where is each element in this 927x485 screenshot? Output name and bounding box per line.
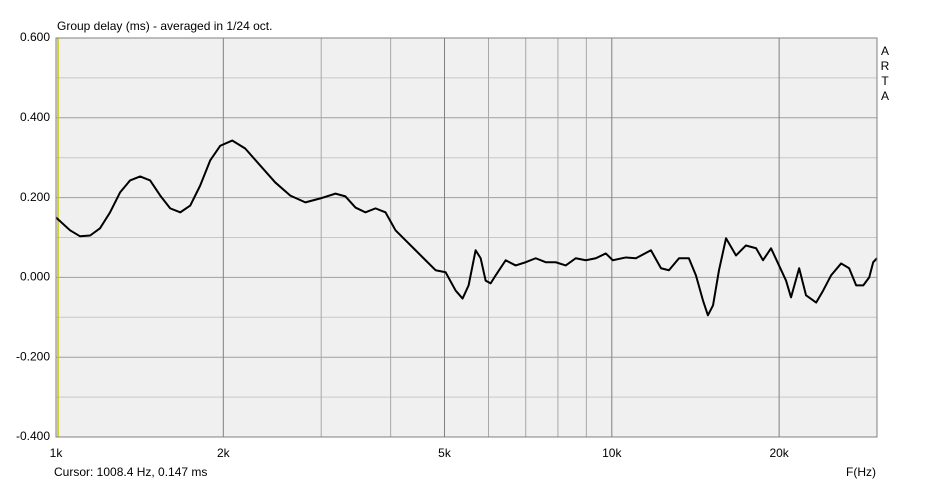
chart-title: Group delay (ms) - averaged in 1/24 oct. (57, 19, 272, 33)
y-tick-label: -0.200 (16, 349, 50, 363)
y-tick-label: 0.200 (20, 190, 50, 204)
x-tick-label: 20k (769, 446, 789, 460)
y-tick-label: 0.600 (20, 30, 50, 44)
x-tick-label: 2k (217, 446, 231, 460)
cursor-readout: Cursor: 1008.4 Hz, 0.147 ms (54, 465, 207, 479)
x-tick-label: 10k (602, 446, 622, 460)
side-label: ARTA (878, 44, 892, 104)
y-tick-label: -0.400 (16, 429, 50, 443)
y-tick-label: 0.000 (20, 270, 50, 284)
x-tick-label: 5k (438, 446, 452, 460)
x-tick-label: 1k (50, 446, 64, 460)
x-axis-label: F(Hz) (846, 465, 876, 479)
y-tick-label: 0.400 (20, 110, 50, 124)
data-line (55, 139, 878, 317)
plot-frame (55, 37, 878, 438)
